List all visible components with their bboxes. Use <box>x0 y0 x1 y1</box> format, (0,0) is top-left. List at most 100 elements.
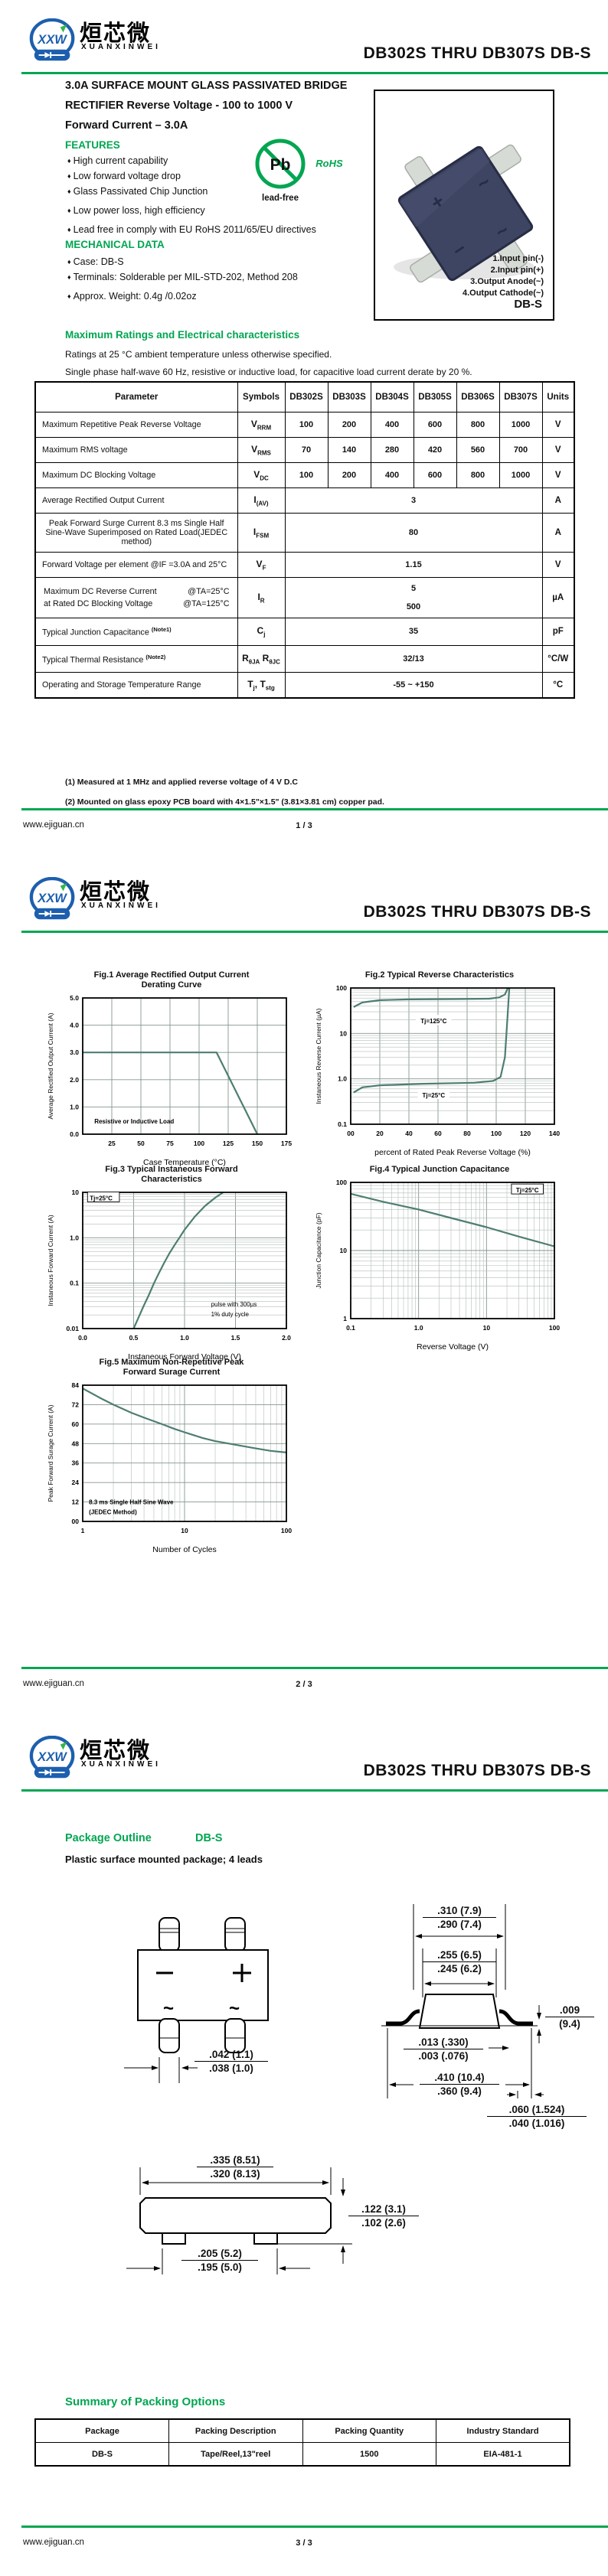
ratings-header-cell: DB302S <box>284 381 329 412</box>
parameter-cell: Typical Junction Capacitance (Note1) <box>34 618 238 646</box>
packing-header-cell: Packing Description <box>168 2418 303 2443</box>
headline-1: 3.0A SURFACE MOUNT GLASS PASSIVATED BRID… <box>65 80 348 92</box>
header-rule <box>21 1789 608 1792</box>
svg-text:Peak Forward Surage Current (A: Peak Forward Surage Current (A) <box>47 1404 54 1502</box>
svg-text:0.01: 0.01 <box>66 1325 79 1332</box>
svg-text:2.0: 2.0 <box>282 1334 291 1342</box>
headline-2: RECTIFIER Reverse Voltage - 100 to 1000 … <box>65 99 293 112</box>
packing-header-cell: Package <box>34 2418 169 2443</box>
value-cell: 200 <box>327 412 371 438</box>
product-photo-box: + − ~ ~ 1.Input pin(-) 2.Input pin(+) 3.… <box>374 90 554 321</box>
logo-letters: XXW <box>37 1750 67 1764</box>
value-cell: 5 500 <box>284 577 543 618</box>
svg-text:100: 100 <box>281 1527 292 1534</box>
svg-text:1.5: 1.5 <box>231 1334 240 1342</box>
symbol-cell: Cj <box>237 618 286 646</box>
company-logo-icon: XXW <box>29 18 75 61</box>
svg-text:72: 72 <box>72 1400 80 1408</box>
svg-text:48: 48 <box>72 1440 80 1447</box>
svg-text:1.0: 1.0 <box>180 1334 189 1342</box>
dim-pin-width: .042 (1.1) .038 (1.0) <box>194 2048 268 2075</box>
svg-text:Tj=125°C: Tj=125°C <box>420 1018 446 1025</box>
page-1: XXW 烜芯微 XUANXINWEI DB302S THRU DB307S DB… <box>0 0 608 859</box>
svg-text:1% duty cycle: 1% duty cycle <box>211 1311 250 1318</box>
diode-icon <box>44 1769 51 1775</box>
value-cell: 80 <box>284 513 543 553</box>
value-cell: 100 <box>284 412 329 438</box>
packing-cell: Tape/Reel,13"reel <box>168 2442 303 2467</box>
unit-cell: A <box>541 487 575 514</box>
footer-site: www.ejiguan.cn <box>23 2538 84 2547</box>
ratings-header-cell: DB305S <box>413 381 457 412</box>
symbol-cell: I(AV) <box>237 487 286 514</box>
value-cell: 700 <box>498 437 543 463</box>
svg-text:100: 100 <box>194 1140 204 1147</box>
svg-text:75: 75 <box>166 1140 174 1147</box>
dim-foot-length: .060 (1.524) .040 (1.016) <box>487 2103 587 2130</box>
footer-rule <box>21 1667 608 1669</box>
svg-text:1: 1 <box>81 1527 85 1534</box>
figure-2-title: Fig.2 Typical Reverse Characteristics <box>364 970 515 980</box>
pin-label: 2.Input pin(+) <box>490 266 544 275</box>
brand-english: XUANXINWEI <box>81 43 161 51</box>
parameter-cell: Typical Thermal Resistance (Note2) <box>34 644 238 673</box>
dim-body-width: .255 (6.5) .245 (6.2) <box>423 1948 496 1975</box>
svg-text:1.0: 1.0 <box>414 1324 423 1332</box>
ratings-table-head: Parameter Symbols DB302S DB303S DB304S DB305S… <box>34 381 575 412</box>
value-cell: 600 <box>413 462 457 488</box>
ratings-condition-2: Single phase half-wave 60 Hz, resistive … <box>65 367 472 377</box>
pin-label: 3.Output Anode(~) <box>470 277 544 286</box>
mech-item: Terminals: Solderable per MIL-STD-202, M… <box>67 269 298 285</box>
svg-text:10: 10 <box>340 1247 348 1254</box>
unit-cell: V <box>541 552 575 578</box>
value-cell: 280 <box>370 437 414 463</box>
parameter-cell: Maximum DC Reverse Current @TA=25°C at Rat… <box>34 577 238 618</box>
svg-text:Tj=25°C: Tj=25°C <box>422 1092 445 1099</box>
parameter-cell: Maximum DC Blocking Voltage <box>34 462 238 488</box>
symbol-cell: IFSM <box>237 513 286 553</box>
value-cell: 800 <box>456 462 500 488</box>
ratings-header-cell: DB307S <box>498 381 543 412</box>
svg-text:3.0: 3.0 <box>70 1048 79 1056</box>
svg-text:Average Rectified Output Curre: Average Rectified Output Current (A) <box>47 1012 54 1119</box>
svg-text:00: 00 <box>72 1518 80 1525</box>
figure-5: Fig.5 Maximum Non-Repetitive Peak Forwar… <box>44 1358 299 1557</box>
svg-text:Number of Cycles: Number of Cycles <box>152 1545 216 1554</box>
ratings-row: Peak Forward Surge Current 8.3 ms Single… <box>34 513 575 553</box>
value-cell: 35 <box>284 618 543 646</box>
value-cell: 32/13 <box>284 644 543 673</box>
fig4-plot: 0.1 1.0 10 100 1 10 100 Tj=25°C Reverse Voltage … <box>315 1179 560 1352</box>
outline-package: DB-S <box>195 1832 223 1844</box>
svg-text:10: 10 <box>483 1324 491 1332</box>
svg-text:1.0: 1.0 <box>70 1234 79 1241</box>
value-cell: 3 <box>284 487 543 514</box>
footnote-1: (1) Measured at 1 MHz and applied revers… <box>65 778 299 787</box>
svg-text:0.1: 0.1 <box>70 1280 79 1287</box>
packing-cell: EIA-481-1 <box>436 2442 570 2467</box>
value-cell: 1000 <box>498 462 543 488</box>
unit-cell: °C/W <box>541 644 575 673</box>
ratings-header-cell: DB304S <box>370 381 414 412</box>
svg-text:Tj=25°C: Tj=25°C <box>90 1195 113 1202</box>
svg-text:(JEDEC Method): (JEDEC Method) <box>89 1508 137 1515</box>
fig3-plot: 0.0 0.5 1.0 1.5 2.0 0.01 0.1 1.0 10 Tj=25°C pulse … <box>47 1189 291 1361</box>
svg-text:Instaneous Forward Current (A): Instaneous Forward Current (A) <box>47 1215 54 1306</box>
symbol-cell: RθJA RθJC <box>237 644 286 673</box>
footer-site: www.ejiguan.cn <box>23 820 84 830</box>
packing-cell: DB-S <box>34 2442 169 2467</box>
page-2: XXW 烜芯微 XUANXINWEI DB302S THRU DB307S DB… <box>0 859 608 1717</box>
svg-text:12: 12 <box>72 1498 80 1506</box>
package-outline-drawing: ~ ~ <box>0 1898 608 2388</box>
front-ac-mark: ~ <box>163 1998 174 2019</box>
svg-text:50: 50 <box>137 1140 145 1147</box>
svg-text:00: 00 <box>347 1130 355 1137</box>
footnote-2: (2) Mounted on glass epoxy PCB board wit… <box>65 797 384 807</box>
svg-text:100: 100 <box>336 984 347 992</box>
symbol-cell: VRMS <box>237 437 286 463</box>
svg-text:Reverse Voltage (V): Reverse Voltage (V) <box>417 1342 489 1352</box>
parameter-cell: Peak Forward Surge Current 8.3 ms Single… <box>34 513 238 553</box>
symbol-cell: VDC <box>237 462 286 488</box>
pb-free-icon: Pb lead-free RoHS <box>255 139 343 203</box>
brand-chinese: 烜芯微 <box>80 21 152 46</box>
